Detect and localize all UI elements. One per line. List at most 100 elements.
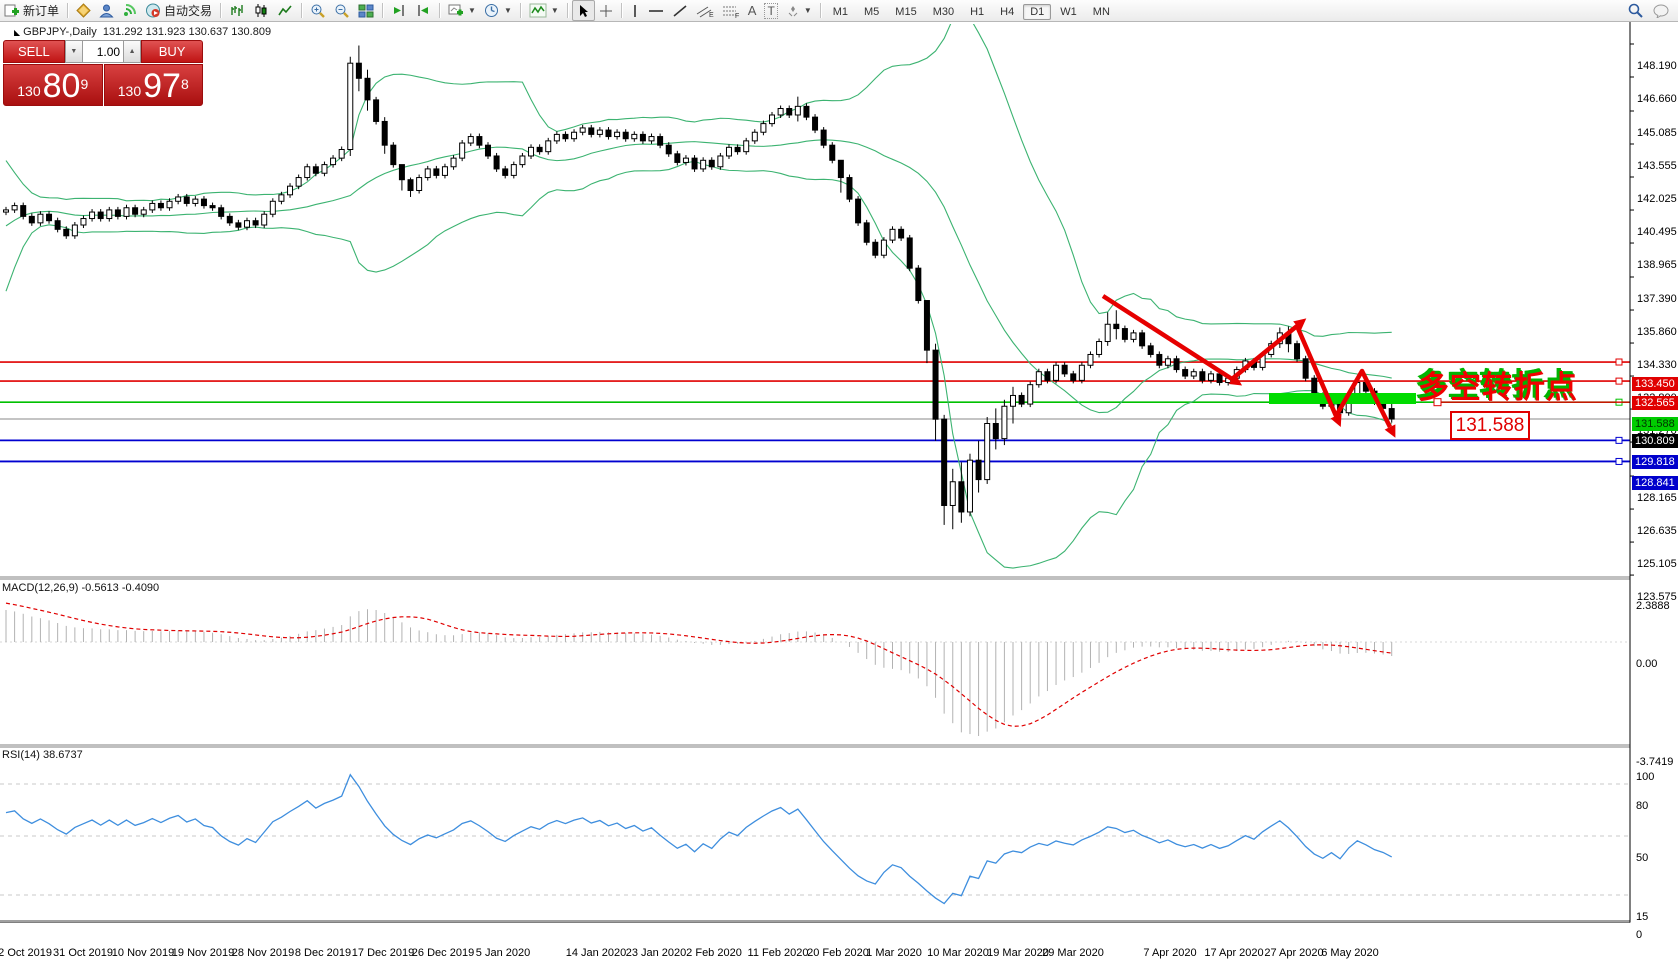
- periods-button[interactable]: ▼: [480, 1, 516, 20]
- text-tool-button[interactable]: A: [744, 1, 761, 20]
- new-order-button[interactable]: 新订单: [0, 1, 63, 20]
- candle: [519, 155, 526, 166]
- new-chart-button[interactable]: ▼: [444, 1, 480, 20]
- signal-button[interactable]: [118, 1, 141, 20]
- candle: [226, 215, 233, 224]
- candle: [941, 418, 948, 506]
- turning-point-annotation[interactable]: 多空转折点: [1418, 370, 1578, 405]
- hline-tool-button[interactable]: [644, 1, 668, 20]
- candle: [1113, 323, 1120, 330]
- candle: [89, 211, 96, 220]
- volume-input[interactable]: 1.00: [82, 40, 124, 63]
- candle: [476, 136, 483, 146]
- gold-gem-button[interactable]: [72, 1, 95, 20]
- volume-increase-button[interactable]: ▲: [123, 40, 142, 63]
- candle-mode-button[interactable]: [249, 1, 273, 20]
- candle: [674, 153, 681, 163]
- profile-button[interactable]: [95, 1, 118, 20]
- date-tick-label: 10 Mar 2020: [927, 947, 989, 959]
- candle: [347, 62, 354, 151]
- timeframe-D1[interactable]: D1: [1023, 3, 1052, 20]
- sell-price[interactable]: 130 80 9: [3, 64, 103, 106]
- indicators-button[interactable]: ▼: [525, 1, 563, 20]
- timeframe-M30[interactable]: M30: [932, 5, 955, 18]
- level-anchor-handle[interactable]: [1433, 398, 1442, 407]
- candle: [1216, 373, 1223, 384]
- main-plot[interactable]: [0, 22, 1630, 569]
- candle: [949, 481, 956, 506]
- candle: [140, 209, 147, 215]
- line-anchor-handle[interactable]: [1615, 457, 1623, 465]
- auto-scroll-button[interactable]: [387, 1, 411, 20]
- timeframe-M15[interactable]: M15: [895, 5, 917, 18]
- bb-middle: [5, 139, 1392, 414]
- trendline-tool-button[interactable]: [668, 1, 692, 20]
- price-tick-label: 126.635: [1637, 525, 1677, 538]
- crosshair-tool-button[interactable]: [595, 1, 617, 20]
- zoom-in-button[interactable]: [306, 1, 330, 20]
- autotrading-button[interactable]: 自动交易: [141, 1, 216, 20]
- support-zone-rect[interactable]: [1269, 393, 1416, 404]
- timeframe-MN[interactable]: MN: [1092, 5, 1110, 18]
- line-anchor-handle[interactable]: [1615, 358, 1623, 366]
- dropdown-arrow-icon: ▼: [503, 6, 512, 15]
- search-icon[interactable]: [1628, 3, 1643, 18]
- timeframe-H4[interactable]: H4: [1000, 5, 1015, 18]
- cursor-tool-button[interactable]: [571, 0, 595, 21]
- candle: [622, 131, 629, 140]
- candle: [433, 168, 440, 176]
- candle: [373, 99, 380, 122]
- buy-price[interactable]: 130 97 8: [103, 64, 203, 106]
- price-tick-label: 145.085: [1637, 126, 1677, 139]
- candle: [708, 159, 715, 168]
- fibonacci-icon: F: [722, 6, 739, 18]
- price-badge-130.809: 130.809: [1632, 433, 1678, 448]
- buy-button[interactable]: BUY: [141, 40, 203, 63]
- fibonacci-tool-button[interactable]: F: [718, 1, 744, 20]
- candle: [381, 120, 388, 146]
- candle: [183, 196, 190, 204]
- zoom-out-button[interactable]: [330, 1, 354, 20]
- sell-button[interactable]: SELL: [3, 40, 65, 63]
- bar-chart-mode-button[interactable]: [225, 1, 249, 20]
- candle: [28, 215, 35, 224]
- chat-icon[interactable]: [1653, 4, 1670, 18]
- candle: [906, 237, 913, 269]
- candle: [1182, 369, 1189, 377]
- channel-tool-button[interactable]: E: [692, 1, 718, 20]
- tile-windows-button[interactable]: [354, 1, 378, 20]
- chart-canvas[interactable]: [0, 22, 1678, 941]
- dropdown-arrow-icon: ▼: [550, 6, 559, 15]
- price-badge-132.565: 132.565: [1632, 396, 1678, 411]
- candle: [579, 127, 586, 133]
- separator: [220, 3, 222, 18]
- zigzag-arrow-annotation[interactable]: [1101, 294, 1393, 429]
- level-price-label[interactable]: 131.588: [1450, 411, 1530, 440]
- arrowhead: [1228, 373, 1243, 386]
- line-mode-button[interactable]: [273, 1, 297, 20]
- timeframe-M5[interactable]: M5: [864, 5, 880, 18]
- chart-title: ◣ GBPJPY-,Daily 131.292 131.923 130.637 1…: [14, 26, 272, 38]
- timeframe-W1[interactable]: W1: [1060, 5, 1077, 18]
- candle: [923, 300, 930, 351]
- vline-tool-button[interactable]: [626, 1, 644, 20]
- separator: [566, 3, 568, 18]
- candle: [200, 198, 207, 207]
- date-tick-label: 31 Oct 2019: [53, 947, 113, 959]
- candle: [106, 209, 113, 220]
- candle: [37, 213, 44, 224]
- volume-decrease-button[interactable]: ▼: [64, 40, 83, 63]
- candle: [398, 164, 405, 181]
- candle: [1078, 364, 1085, 381]
- line-anchor-handle[interactable]: [1615, 436, 1623, 444]
- timeframe-M1[interactable]: M1: [832, 5, 849, 18]
- timeframe-H1[interactable]: H1: [970, 5, 985, 18]
- label-tool-button[interactable]: T: [760, 1, 781, 20]
- candle: [631, 133, 638, 140]
- line-anchor-handle[interactable]: [1615, 377, 1623, 385]
- chart-shift-icon: [418, 5, 429, 16]
- price-tick-label: 128.165: [1637, 492, 1677, 505]
- chart-shift-button[interactable]: [411, 1, 435, 20]
- candlestick-icon: [255, 4, 267, 17]
- shapes-tool-button[interactable]: ▼: [782, 1, 816, 20]
